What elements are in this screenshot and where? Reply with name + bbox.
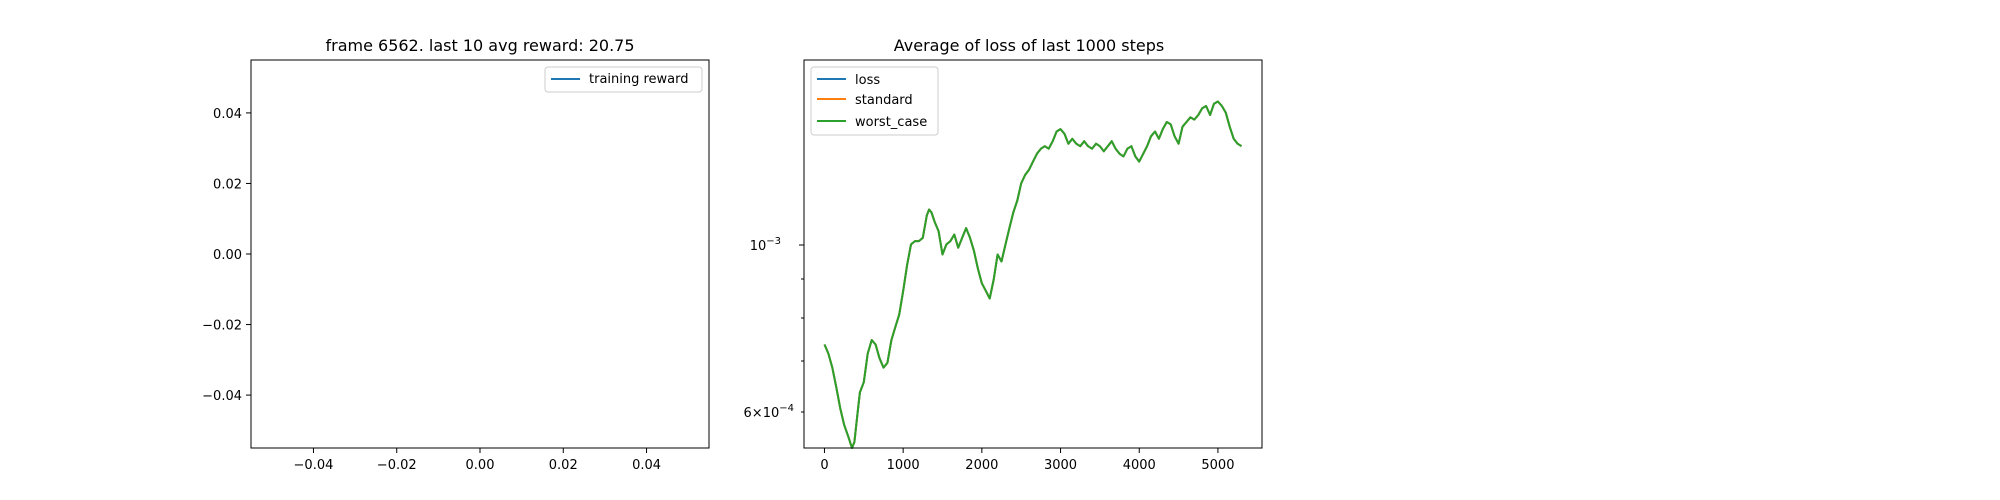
reward-legend: training reward — [544, 66, 703, 93]
loss-x-tick-label: 4000 — [1123, 458, 1156, 473]
loss-legend: loss standard worst_case — [810, 66, 939, 136]
reward-y-tick-label: 0.02 — [213, 177, 242, 192]
reward-legend-box — [544, 66, 703, 93]
loss-axes: Average of loss of last 1000 steps 0 1000… — [744, 36, 1263, 473]
legend-label-standard: standard — [855, 93, 913, 108]
reward-y-tick-label: 0.00 — [213, 248, 242, 263]
worst-case-line — [823, 100, 1243, 449]
loss-y-ticks: 10−3 6×10−4 — [744, 236, 804, 421]
legend-label-loss: loss — [855, 73, 880, 88]
loss-x-ticks: 0 1000 2000 3000 4000 5000 — [820, 448, 1234, 473]
reward-x-tick-label: −0.02 — [377, 458, 417, 473]
loss-x-tick-label: 5000 — [1201, 458, 1234, 473]
loss-plot-frame — [803, 59, 1263, 449]
loss-x-tick-label: 0 — [820, 458, 828, 473]
loss-chart-title: Average of loss of last 1000 steps — [894, 36, 1165, 55]
loss-x-tick-label: 3000 — [1044, 458, 1077, 473]
reward-x-tick-label: 0.00 — [466, 458, 495, 473]
reward-x-ticks: −0.04 −0.02 0.00 0.02 0.04 — [294, 448, 661, 473]
reward-y-ticks: −0.04 −0.02 0.00 0.02 0.04 — [202, 107, 251, 404]
loss-legend-box — [810, 66, 939, 136]
reward-y-tick-label: 0.04 — [213, 107, 242, 122]
legend-label-training-reward: training reward — [589, 72, 689, 87]
reward-plot-frame — [250, 59, 710, 449]
loss-y-minor-tick-label: 6×10−4 — [744, 403, 794, 421]
reward-x-tick-label: −0.04 — [294, 458, 334, 473]
standard-line — [823, 100, 1243, 449]
reward-axes: frame 6562. last 10 avg reward: 20.75 −0… — [202, 36, 710, 473]
reward-y-tick-label: −0.02 — [202, 319, 242, 334]
loss-x-tick-label: 1000 — [887, 458, 920, 473]
loss-series-lines — [823, 100, 1243, 449]
reward-y-tick-label: −0.04 — [202, 389, 242, 404]
loss-y-major-tick-label: 10−3 — [750, 236, 781, 254]
reward-x-tick-label: 0.04 — [632, 458, 661, 473]
loss-x-tick-label: 2000 — [965, 458, 998, 473]
legend-label-worst-case: worst_case — [855, 115, 927, 130]
reward-chart-title: frame 6562. last 10 avg reward: 20.75 — [325, 36, 634, 55]
reward-x-tick-label: 0.02 — [549, 458, 578, 473]
loss-line — [823, 100, 1243, 449]
